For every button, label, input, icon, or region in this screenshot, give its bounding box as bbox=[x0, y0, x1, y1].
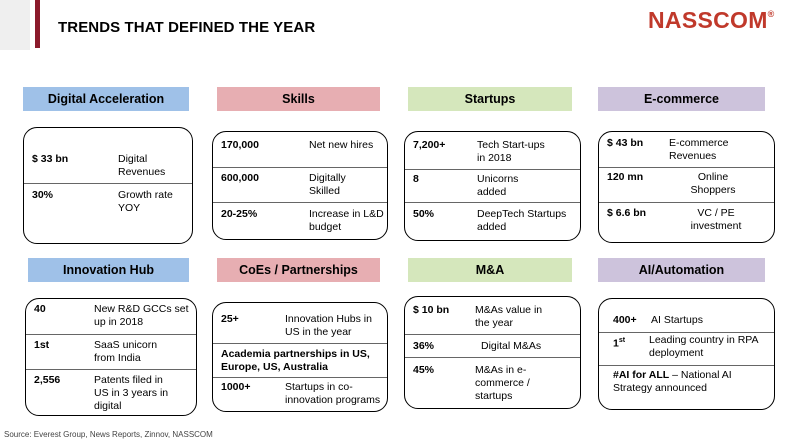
title-accent-bar bbox=[35, 0, 40, 48]
row-key: 45% bbox=[413, 364, 435, 376]
row-value: M&As in e-commerce / startups bbox=[475, 364, 530, 402]
row-key: 40 bbox=[34, 303, 46, 315]
row-divider bbox=[405, 357, 580, 358]
row-value: Digitally Skilled bbox=[309, 172, 346, 197]
academia-partnerships-text: Academia partnerships in US, Europe, US,… bbox=[221, 348, 370, 373]
row-value: Digital Revenues bbox=[118, 153, 166, 178]
card-skills: 170,000 Net new hires 600,000 Digitally … bbox=[212, 131, 388, 240]
row-divider bbox=[599, 167, 774, 168]
card-ecommerce: $ 43 bn E-commerce Revenues 120 mn Onlin… bbox=[598, 131, 775, 243]
row-key: $ 33 bn bbox=[32, 153, 69, 165]
card-ai-automation: 400+ AI Startups 1st Leading country in … bbox=[598, 298, 775, 410]
registered-mark: ® bbox=[767, 9, 775, 19]
card-row: 30% Growth rate YOY bbox=[24, 189, 192, 215]
row-value: Leading country in RPA deployment bbox=[649, 334, 758, 359]
row-key: 120 mn bbox=[607, 171, 644, 183]
row-key: 600,000 bbox=[221, 172, 259, 184]
row-divider bbox=[213, 377, 387, 378]
source-note: Source: Everest Group, News Reports, Zin… bbox=[4, 430, 213, 439]
top-left-gray-block bbox=[0, 0, 30, 50]
card-row: $ 33 bn Digital Revenues bbox=[24, 153, 192, 179]
card-startups: 7,200+ Tech Start-ups in 2018 8 Unicorns… bbox=[404, 131, 581, 241]
row-key: 8 bbox=[413, 173, 419, 185]
header-innovation-hub: Innovation Hub bbox=[28, 258, 189, 282]
row-key: $ 43 bn bbox=[607, 137, 644, 149]
row-value: DeepTech Startups added bbox=[477, 208, 567, 233]
logo-text: NASSCOM bbox=[648, 7, 768, 33]
header-startups: Startups bbox=[408, 87, 572, 111]
card-coes-partnerships: 25+ Innovation Hubs in US in the year Ac… bbox=[212, 302, 388, 412]
row-value: Growth rate YOY bbox=[118, 189, 173, 214]
card-ma: $ 10 bn M&As value in the year 36% Digit… bbox=[404, 296, 581, 409]
row-divider bbox=[26, 334, 196, 335]
row-key: 7,200+ bbox=[413, 139, 446, 151]
row-divider bbox=[405, 334, 580, 335]
row-value: Startups in co-innovation programs bbox=[285, 381, 381, 406]
row-value: New R&D GCCs set up in 2018 bbox=[94, 303, 189, 328]
row-key: 2,556 bbox=[34, 374, 61, 386]
row-key: 25+ bbox=[221, 313, 239, 325]
row-value: Tech Start-ups in 2018 bbox=[477, 139, 545, 164]
nasscom-logo: NASSCOM® bbox=[648, 7, 775, 34]
row-divider bbox=[213, 202, 387, 203]
header-ai-automation: AI/Automation bbox=[598, 258, 765, 282]
row-divider bbox=[599, 202, 774, 203]
card-digital-acceleration: $ 33 bn Digital Revenues 30% Growth rate… bbox=[23, 127, 193, 244]
row-key: 170,000 bbox=[221, 139, 259, 151]
row-value: VC / PE investment bbox=[690, 207, 742, 232]
ai-for-all-text: #AI for ALL – National AI Strategy annou… bbox=[613, 369, 768, 395]
card-innovation-hub: 40 New R&D GCCs set up in 2018 1st SaaS … bbox=[25, 298, 197, 416]
header-ecommerce: E-commerce bbox=[598, 87, 765, 111]
row-key: 1st bbox=[34, 339, 50, 351]
row-value: SaaS unicorn from India bbox=[94, 339, 158, 364]
row-key: 1st bbox=[613, 334, 625, 351]
row-value: Net new hires bbox=[309, 139, 374, 151]
page-title: TRENDS THAT DEFINED THE YEAR bbox=[58, 19, 316, 36]
ai-for-all-desc: – National AI Strategy announced bbox=[613, 369, 732, 394]
row-value: Increase in L&D budget bbox=[309, 208, 384, 233]
row-divider bbox=[26, 369, 196, 370]
row-divider bbox=[405, 202, 580, 203]
header-ma: M&A bbox=[408, 258, 572, 282]
row-divider bbox=[213, 343, 387, 344]
row-value: Digital M&As bbox=[481, 340, 542, 352]
row-value: Online Shoppers bbox=[690, 171, 736, 196]
row-key: 1000+ bbox=[221, 381, 251, 393]
header-skills: Skills bbox=[217, 87, 380, 111]
header-digital-acceleration: Digital Acceleration bbox=[23, 87, 189, 111]
row-value: Patents filed in US in 3 years in digita… bbox=[94, 374, 169, 412]
rank-number: 1 bbox=[613, 337, 619, 350]
row-value: AI Startups bbox=[651, 314, 703, 326]
row-divider bbox=[599, 332, 774, 333]
row-key: 30% bbox=[32, 189, 54, 201]
row-key: 400+ bbox=[613, 314, 637, 326]
row-key: 20-25% bbox=[221, 208, 258, 220]
row-key: $ 10 bn bbox=[413, 304, 450, 316]
header-coes-partnerships: CoEs / Partnerships bbox=[217, 258, 380, 282]
row-key: 50% bbox=[413, 208, 435, 220]
row-value: E-commerce Revenues bbox=[669, 137, 729, 162]
row-divider bbox=[213, 167, 387, 168]
row-divider bbox=[405, 169, 580, 170]
row-value: Innovation Hubs in US in the year bbox=[285, 313, 372, 338]
row-divider bbox=[599, 365, 774, 366]
row-key: 36% bbox=[413, 340, 435, 352]
row-key: $ 6.6 bn bbox=[607, 207, 647, 219]
ai-for-all-label: #AI for ALL bbox=[613, 369, 670, 381]
row-value: M&As value in the year bbox=[475, 304, 543, 329]
row-divider bbox=[24, 183, 192, 184]
row-value: Unicorns added bbox=[477, 173, 519, 198]
rank-suffix: st bbox=[618, 337, 626, 344]
